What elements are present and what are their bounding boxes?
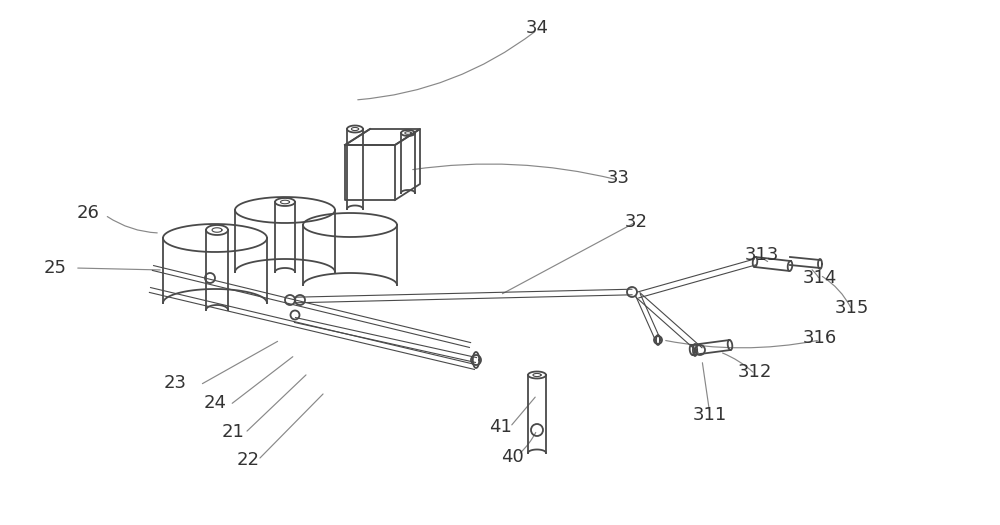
Text: 26: 26	[77, 204, 99, 222]
Text: 24: 24	[204, 394, 226, 412]
Text: 25: 25	[44, 259, 66, 277]
Text: 314: 314	[803, 269, 837, 287]
Text: 311: 311	[693, 406, 727, 424]
Text: 22: 22	[237, 451, 260, 469]
Text: 316: 316	[803, 329, 837, 347]
Text: 21: 21	[222, 423, 244, 441]
Text: 40: 40	[501, 448, 523, 466]
Text: 32: 32	[624, 213, 648, 231]
Text: 34: 34	[526, 19, 548, 37]
Text: 312: 312	[738, 363, 772, 381]
Text: 41: 41	[489, 418, 511, 436]
Text: 315: 315	[835, 299, 869, 317]
Text: 33: 33	[606, 169, 630, 187]
Text: 313: 313	[745, 246, 779, 264]
Text: 23: 23	[164, 374, 186, 392]
